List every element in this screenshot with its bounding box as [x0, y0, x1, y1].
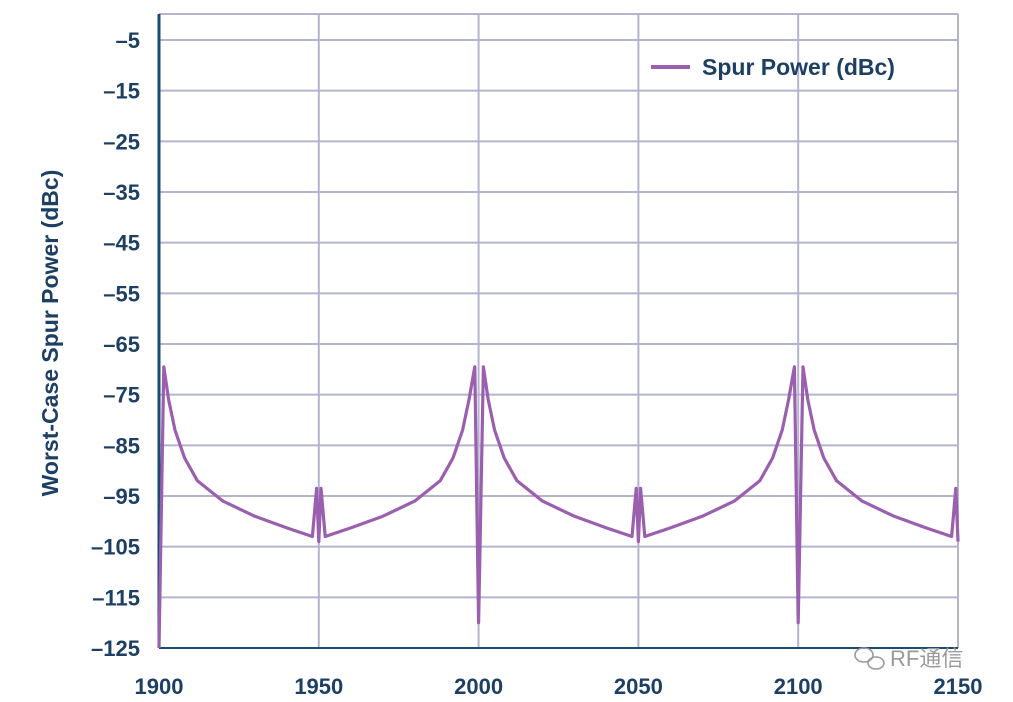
- y-tick-label: –45: [103, 231, 140, 256]
- x-ticks: 1900 1950 2000 2050 2100 2150: [135, 674, 983, 699]
- y-tick-label: –35: [103, 180, 140, 205]
- y-tick-label: –105: [91, 535, 140, 560]
- x-tick-label: 1900: [135, 674, 184, 699]
- watermark-text: RF通信: [890, 646, 963, 671]
- y-tick-label: –15: [103, 79, 140, 104]
- y-tick-label: –125: [91, 636, 140, 661]
- x-tick-label: 2000: [454, 674, 503, 699]
- x-tick-label: 1950: [294, 674, 343, 699]
- y-tick-label: –25: [103, 129, 140, 154]
- y-tick-label: –75: [103, 383, 140, 408]
- y-tick-label: –85: [103, 433, 140, 458]
- y-tick-label: –115: [92, 585, 140, 610]
- wechat-icon: [854, 647, 885, 670]
- y-tick-label: –65: [103, 332, 140, 357]
- x-tick-label: 2050: [614, 674, 663, 699]
- y-tick-label: –55: [103, 281, 140, 306]
- y-tick-label: –95: [103, 484, 140, 509]
- x-tick-label: 2100: [774, 674, 823, 699]
- x-tick-label: 2150: [934, 674, 983, 699]
- series-line-spur-power: [157, 365, 960, 649]
- y-axis-label: Worst-Case Spur Power (dBc): [37, 170, 63, 497]
- legend-label: Spur Power (dBc): [702, 54, 895, 80]
- legend: Spur Power (dBc): [651, 54, 895, 80]
- y-tick-label: –5: [116, 28, 140, 53]
- grid: [157, 13, 959, 649]
- watermark: RF通信: [854, 646, 963, 671]
- y-ticks: –5 –15 –25 –35 –45 –55 –65 –75 –85 –95 –105 –115 –12…: [91, 28, 140, 661]
